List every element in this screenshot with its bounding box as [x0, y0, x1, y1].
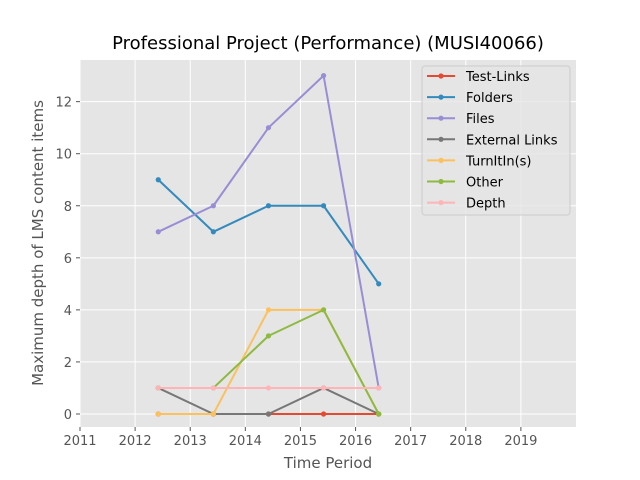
data-point-folders — [376, 281, 382, 287]
data-point-turnitin-s — [210, 411, 216, 417]
series-depth — [155, 385, 382, 391]
legend-label: Files — [466, 112, 495, 127]
data-point-other — [320, 307, 327, 313]
y-axis: 0 2 4 6 8 10 12 — [55, 96, 80, 423]
data-point-files — [155, 229, 161, 235]
data-point-depth — [320, 385, 327, 391]
data-point-folders — [155, 177, 161, 183]
data-point-depth — [210, 385, 216, 391]
series-files — [155, 73, 382, 391]
legend-marker — [438, 200, 444, 206]
y-tick-label: 12 — [55, 96, 72, 111]
legend-marker — [438, 157, 444, 163]
series-layer — [155, 73, 382, 417]
x-tick-label: 2015 — [284, 434, 317, 449]
legend-label: Other — [466, 176, 504, 191]
x-tick-label: 2016 — [339, 434, 372, 449]
data-point-other — [376, 411, 382, 417]
y-tick-label: 6 — [64, 252, 72, 267]
data-point-folders — [265, 203, 272, 209]
data-point-depth — [155, 385, 161, 391]
legend-label: Depth — [466, 197, 506, 212]
chart-title: Professional Project (Performance) (MUSI… — [112, 33, 544, 54]
data-point-external-links — [265, 411, 272, 417]
legend-item: Depth — [427, 197, 506, 212]
y-tick-label: 0 — [64, 408, 72, 423]
legend: Test-Links Folders Files External Links Turn… — [421, 65, 571, 216]
x-tick-label: 2018 — [449, 434, 482, 449]
legend-item: External Links — [427, 133, 558, 148]
data-point-files — [320, 73, 327, 79]
legend-marker — [438, 73, 444, 79]
legend-marker — [438, 178, 444, 185]
data-point-test-links — [320, 411, 327, 417]
x-tick-label: 2011 — [63, 434, 96, 449]
y-axis-label: Maximum depth of LMS content items — [29, 100, 47, 386]
x-axis: 2011 2012 2013 2014 2015 2016 2017 2018 2019 — [63, 427, 537, 449]
legend-label: Test-Links — [465, 70, 530, 85]
data-point-turnitin-s — [155, 411, 161, 417]
data-point-depth — [376, 385, 382, 391]
x-tick-label: 2019 — [504, 434, 537, 449]
legend-label: Folders — [466, 91, 513, 106]
x-tick-label: 2012 — [119, 434, 152, 449]
legend-box — [421, 65, 571, 216]
legend-marker — [438, 94, 444, 100]
x-tick-label: 2013 — [174, 434, 207, 449]
legend-item: Files — [427, 112, 495, 127]
legend-item: Test-Links — [427, 70, 530, 85]
y-tick-label: 8 — [64, 200, 72, 215]
legend-item: Other — [427, 176, 504, 191]
legend-marker — [438, 115, 444, 121]
data-point-files — [210, 203, 216, 209]
data-point-files — [265, 125, 272, 131]
data-point-depth — [265, 385, 272, 391]
y-tick-label: 4 — [64, 304, 72, 319]
data-point-turnitin-s — [265, 307, 272, 313]
x-tick-label: 2017 — [394, 434, 427, 449]
legend-item: Folders — [427, 91, 513, 106]
y-tick-label: 2 — [64, 356, 72, 371]
data-point-other — [265, 333, 272, 339]
legend-label: TurnItIn(s) — [465, 154, 531, 169]
legend-item: TurnItIn(s) — [427, 154, 531, 169]
y-tick-label: 10 — [55, 148, 72, 163]
data-point-folders — [320, 203, 327, 209]
x-tick-label: 2014 — [229, 434, 262, 449]
legend-label: External Links — [466, 133, 558, 148]
data-point-folders — [210, 229, 216, 235]
x-axis-label: Time Period — [283, 454, 372, 472]
legend-marker — [438, 136, 444, 142]
